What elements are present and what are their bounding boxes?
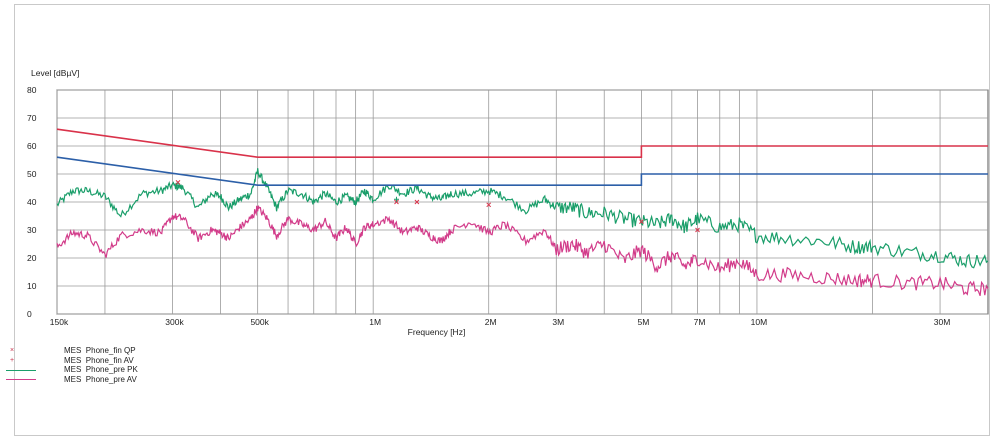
x-tick-label: 1M (369, 317, 381, 327)
av-marker (175, 182, 181, 188)
x-tick-label: 30M (934, 317, 951, 327)
y-tick-label: 40 (27, 197, 37, 207)
qp-marker (639, 219, 644, 224)
legend: × MES Phone_fin QP + MES Phone_fin AV ME… (6, 346, 266, 384)
y-tick-label: 10 (27, 281, 37, 291)
av-marker (393, 196, 399, 202)
qp-marker (175, 180, 181, 185)
x-tick-label: 300k (165, 317, 184, 327)
phone-pre-pk-line (56, 168, 989, 269)
legend-item: MES Phone_pre PK (6, 365, 266, 375)
x-tick-label: 7M (694, 317, 706, 327)
legend-item: MES Phone_pre AV (6, 375, 266, 385)
legend-item: + MES Phone_fin AV (6, 356, 266, 366)
y-tick-label: 60 (27, 141, 37, 151)
legend-label: Phone_pre PK (85, 365, 138, 374)
legend-prefix: MES (64, 346, 82, 355)
qp-marker (486, 202, 492, 208)
green-line-icon (6, 365, 36, 375)
legend-prefix: MES (64, 365, 82, 374)
x-tick-label: 150k (50, 317, 69, 327)
x-tick-label: 5M (638, 317, 650, 327)
x-axis-label: Frequency [Hz] (408, 327, 466, 337)
legend-prefix: MES (64, 374, 82, 384)
y-axis-label: Level [dBµV] (31, 68, 79, 78)
plus-marker-icon: + (10, 356, 15, 364)
y-tick-label: 0 (27, 309, 32, 319)
qp-limit-line (56, 128, 988, 158)
legend-label: Phone_pre AV (85, 374, 137, 384)
magenta-line-icon (6, 375, 36, 385)
qp-marker (414, 199, 420, 205)
y-tick-label: 20 (27, 253, 37, 263)
qp-marker (695, 227, 700, 233)
y-tick-label: 80 (27, 85, 37, 95)
y-tick-label: 50 (27, 169, 37, 179)
av-limit-line (56, 156, 988, 186)
x-tick-label: 10M (751, 317, 768, 327)
legend-label: Phone_fin AV (85, 355, 134, 365)
x-tick-label: 500k (250, 317, 269, 327)
qp-marker (394, 199, 399, 205)
x-tick-label: 2M (485, 317, 497, 327)
legend-item: × MES Phone_fin QP (6, 346, 266, 356)
y-tick-label: 70 (27, 113, 37, 123)
y-tick-label: 30 (27, 225, 37, 235)
chart-frame (14, 4, 990, 436)
x-marker-icon: × (10, 347, 15, 354)
x-tick-label: 3M (552, 317, 564, 327)
legend-label: Phone_fin QP (85, 346, 136, 355)
legend-prefix: MES (64, 355, 82, 365)
phone-pre-av-line (56, 205, 989, 297)
